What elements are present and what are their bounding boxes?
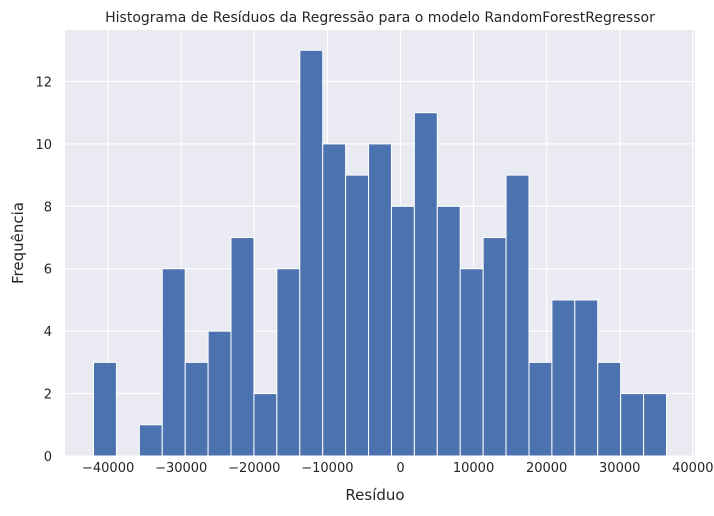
y-tick-label: 10	[35, 138, 52, 153]
histogram-bar	[253, 393, 278, 457]
x-tick-labels: −40000 −30000 −20000 −10000 0 10000 20000 30000…	[82, 461, 713, 476]
histogram-bar	[597, 361, 622, 457]
y-tick-label: 8	[44, 200, 52, 215]
histogram-bar	[322, 143, 347, 457]
histogram-bar	[138, 424, 163, 457]
x-tick-label: 10000	[453, 461, 494, 476]
histogram-bar	[551, 299, 576, 457]
histogram-bar	[528, 361, 553, 457]
x-tick-label: 30000	[599, 461, 640, 476]
y-tick-label: 0	[44, 450, 52, 465]
histogram-bars	[93, 49, 667, 457]
x-tick-label: 20000	[526, 461, 567, 476]
histogram-bar	[161, 268, 186, 457]
histogram-bar	[368, 143, 392, 457]
histogram-bar	[643, 393, 667, 457]
x-tick-label: −10000	[301, 461, 353, 476]
histogram-bar	[413, 112, 438, 457]
histogram-bar	[574, 299, 599, 457]
y-tick-label: 2	[44, 388, 52, 403]
histogram-bar	[505, 174, 530, 457]
chart-title: Histograma de Resíduos da Regressão para…	[105, 10, 655, 26]
x-axis-title: Resíduo	[345, 486, 404, 504]
histogram-bar	[620, 393, 645, 457]
x-tick-label: 0	[396, 461, 404, 476]
histogram-bar	[93, 361, 117, 457]
histogram-bar	[207, 330, 232, 457]
x-tick-label: 40000	[672, 461, 713, 476]
histogram-bar	[482, 237, 507, 457]
histogram-bar	[230, 237, 255, 457]
y-tick-labels: 0 2 4 6 8 10 12	[35, 75, 52, 465]
histogram-bar	[299, 49, 324, 457]
x-tick-label: −40000	[82, 461, 134, 476]
histogram-bar	[436, 205, 461, 457]
histogram-bar	[459, 268, 484, 457]
histogram-bar	[390, 205, 415, 457]
histogram-bar	[345, 174, 370, 457]
y-tick-label: 4	[44, 325, 52, 340]
y-axis-title: Frequência	[9, 202, 27, 284]
y-tick-label: 12	[35, 75, 52, 90]
y-tick-label: 6	[44, 263, 52, 278]
histogram-bar	[184, 361, 209, 457]
x-tick-label: −30000	[155, 461, 207, 476]
x-tick-label: −20000	[228, 461, 280, 476]
histogram-bar	[276, 268, 301, 457]
